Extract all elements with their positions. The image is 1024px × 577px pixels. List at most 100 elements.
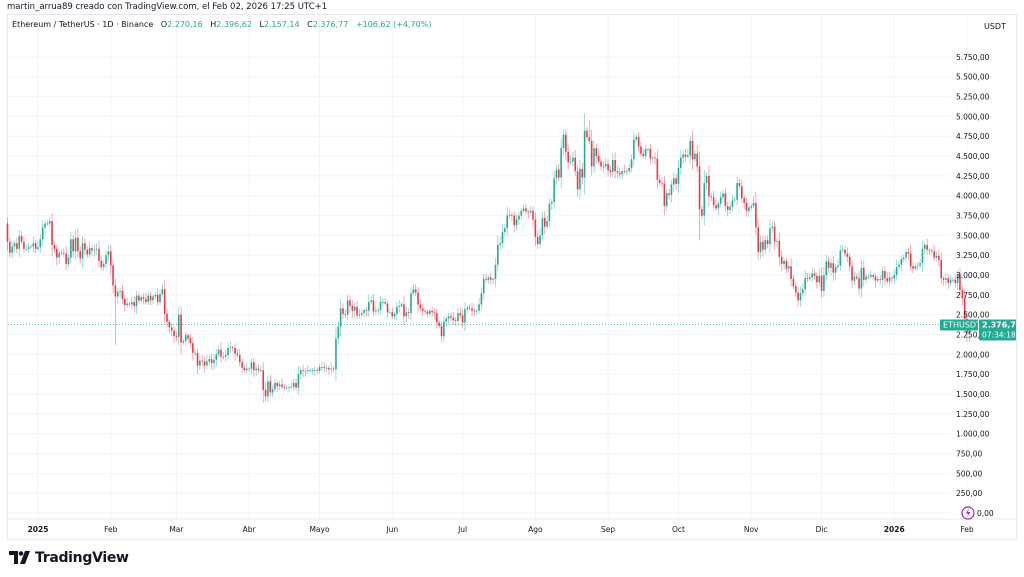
bar-countdown: 07:34:18 [982,330,1016,339]
candle [250,358,253,375]
candle [140,294,143,303]
candle-body [769,228,771,245]
currency-label[interactable]: USDT [984,22,1006,31]
candle-body [771,226,774,229]
candle-body [710,196,713,198]
candle [874,273,877,288]
candle-body [245,368,248,371]
candle [105,250,107,270]
candle-body [595,148,598,157]
candle-body [898,264,900,268]
low-label: L [259,20,264,29]
candle-body [405,312,408,317]
candle [687,149,689,159]
candle [928,248,931,255]
candle-body [74,237,77,252]
candle-body [86,249,89,255]
candle-body [569,161,572,163]
candle [907,248,910,260]
tradingview-logo[interactable]: TradingView [9,550,129,566]
chart-pane[interactable] [7,14,1017,540]
candle [616,165,619,178]
candle [576,164,579,197]
candle [70,231,72,264]
candle-body [316,370,318,372]
candle [447,313,450,325]
candle [748,202,750,217]
candle-body [745,202,748,211]
candle [424,309,426,315]
candle-body [9,241,11,253]
candle-body [703,183,706,216]
y-tick-label: 4.000,00 [956,192,990,201]
candle-body [379,302,382,310]
candle-body [337,326,340,339]
candle-body [461,315,464,323]
candle [504,224,506,237]
candle-body [841,249,844,251]
candle [74,229,77,259]
candle-body [46,223,49,225]
candle [562,129,565,156]
candle-body [722,193,724,198]
candle [597,148,600,165]
candle-body [522,208,525,211]
candle-body [370,300,372,303]
candle [696,145,699,173]
candle [942,276,945,286]
candle [827,256,830,273]
candle-body [152,296,154,301]
candle-body [13,243,16,247]
candle [321,361,323,372]
candle-body [853,276,856,281]
candle [65,246,67,271]
candle-body [736,183,738,200]
candle [297,366,300,395]
candle-body [572,157,574,162]
candle [794,282,797,297]
candle-body [314,370,316,372]
candle [506,206,508,236]
candle-body [210,359,213,364]
candle-body [288,386,290,388]
candle-body [558,169,560,178]
y-tick-label: 5.750,00 [956,53,990,62]
candle [32,236,35,254]
candle [302,364,304,377]
candle [628,164,630,174]
candle-body [30,246,32,248]
candle [816,272,818,289]
y-tick-label: 3.000,00 [956,271,990,280]
candle [335,326,337,382]
candle [428,308,431,318]
y-tick-label: 2.000,00 [956,350,990,359]
candle-body [816,275,818,283]
candle [654,152,656,165]
time-axis: 2025 Feb Mar Abr Mayo Jun Jul Ago Sep Oct Nov Dic 20… [8,518,1016,534]
candle-body [323,367,326,368]
candle-body [644,148,647,157]
candle-body [196,352,199,366]
candle [25,244,28,251]
candle [792,274,795,290]
candle-body [375,310,377,312]
candle [199,355,201,371]
candle-body [163,289,166,314]
candle-body [145,298,147,303]
candle-body [717,203,720,209]
alert-lightning-icon[interactable] [961,506,975,520]
candle [407,308,410,319]
candle-body [827,261,830,268]
tradingview-logo-icon [9,551,30,564]
candle [309,368,311,373]
candle-body [825,261,828,276]
candle [783,257,785,270]
symbol-title[interactable]: Ethereum / TetherUS · 1D · Binance [12,20,154,29]
candle [565,128,567,161]
candle [860,260,863,298]
candle-body [949,279,952,283]
candle [337,321,340,345]
candle-body [891,277,893,279]
candle-body [809,277,811,280]
